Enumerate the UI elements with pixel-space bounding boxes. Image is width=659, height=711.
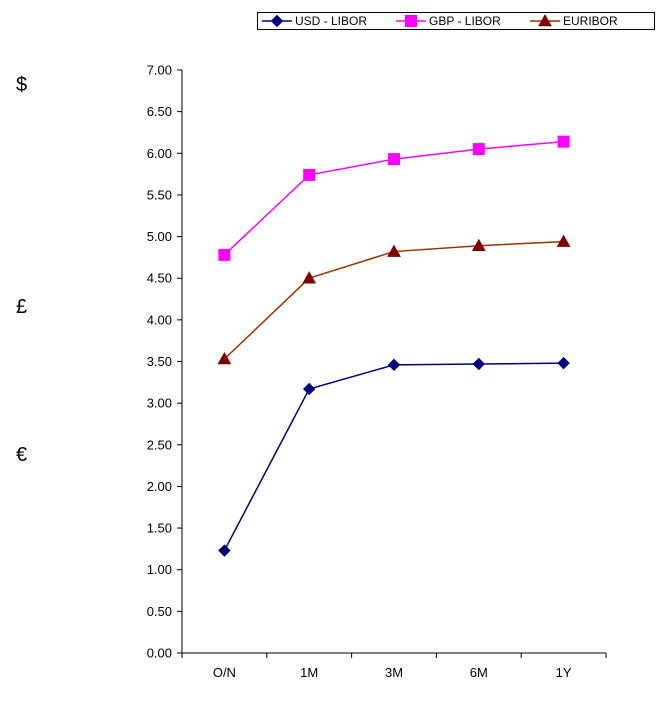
euribor-data-point [387,244,401,257]
usd-libor-data-point [387,358,401,372]
chart-legend-box [257,12,655,30]
euribor-data-point [217,351,232,365]
gbp-libor-legend-marker [405,15,417,27]
y-tick-label: 0.50 [147,604,172,619]
gbp-libor-legend-label: GBP - LIBOR [429,14,501,28]
y-tick-label: 2.50 [147,437,172,452]
gbp-libor-data-point [303,168,316,181]
pound-symbol: £ [16,296,28,318]
usd-libor-data-point [218,544,231,557]
euro-symbol: € [16,444,28,466]
usd-libor-legend-marker [270,14,284,28]
y-tick-label: 2.00 [147,479,172,494]
euribor-legend-label: EURIBOR [563,14,618,28]
usd-libor-data-point [302,382,316,396]
gbp-libor-data-point [472,143,485,156]
euribor-series-line [223,240,564,360]
y-tick-label: 5.50 [147,187,172,202]
usd-libor-data-point [472,357,486,371]
usd-libor-legend-label: USD - LIBOR [295,14,367,28]
x-tick-label: O/N [213,665,236,680]
gbp-libor-data-point [557,135,570,148]
y-tick-label: 7.00 [147,63,172,78]
y-tick-label: 0.00 [147,646,172,661]
usd-libor-data-point [557,356,570,370]
y-tick-label: 5.00 [147,229,172,244]
x-tick-label: 1M [300,665,318,680]
y-tick-label: 1.50 [147,521,172,536]
y-tick-label: 6.00 [147,146,172,161]
gbp-libor-data-point [218,248,231,261]
y-tick-label: 3.00 [147,396,172,411]
usd-libor-series-line [223,362,564,551]
euribor-data-point [556,234,571,247]
x-tick-label: 3M [385,665,403,680]
y-tick-label: 4.00 [147,312,172,327]
x-tick-label: 6M [470,665,488,680]
y-tick-label: 3.50 [147,354,172,369]
x-tick-label: 1Y [556,665,572,680]
euribor-data-point [471,238,486,252]
euribor-legend-marker [538,13,552,27]
gbp-libor-data-point [388,153,400,166]
y-tick-label: 4.50 [147,271,172,286]
y-tick-label: 1.00 [147,562,172,577]
dollar-symbol: $ [16,74,28,96]
euribor-data-point [302,271,317,284]
y-tick-label: 6.50 [147,104,172,119]
